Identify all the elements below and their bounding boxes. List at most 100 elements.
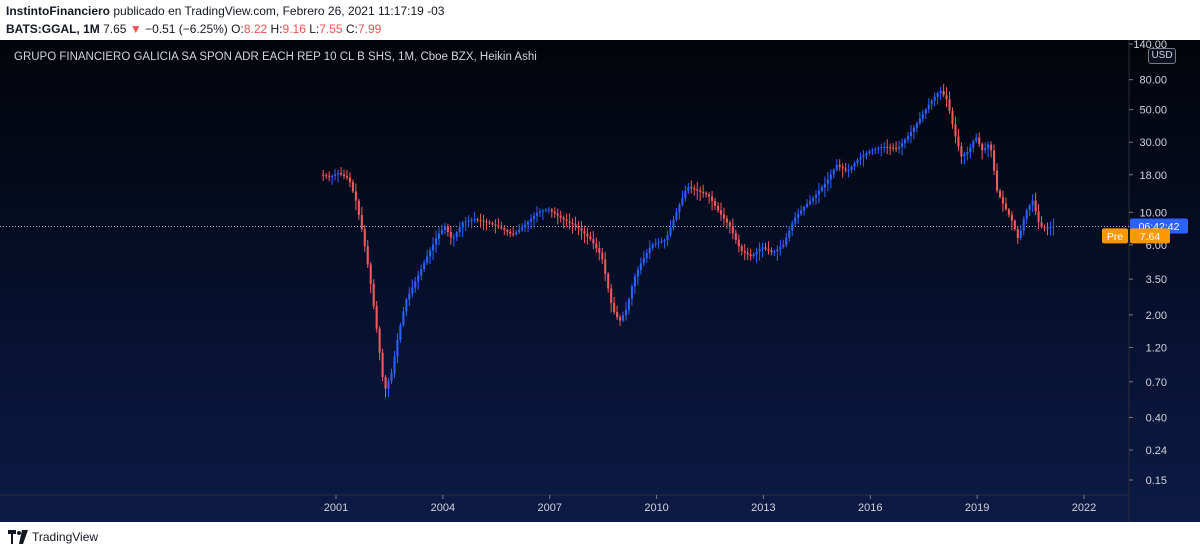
candle-body [562, 217, 565, 220]
candle-body [912, 127, 915, 132]
candle-body [725, 218, 728, 223]
publication-header: InstintoFinanciero publicado en TradingV… [0, 0, 1200, 40]
candle-body [788, 230, 791, 238]
candle-body [390, 373, 393, 381]
candle-body [951, 110, 954, 125]
candle-body [494, 224, 497, 226]
tradingview-logo-icon [8, 530, 28, 544]
candle-body [384, 377, 387, 389]
candle-body [423, 262, 426, 270]
candle-body [770, 250, 773, 253]
candle-body [847, 169, 850, 171]
candle-body [969, 147, 972, 153]
candle-body [518, 229, 521, 233]
candle-body [699, 190, 702, 192]
candle-body [443, 226, 446, 231]
candle-body [503, 228, 506, 231]
candle-body [865, 153, 868, 156]
footer: TradingView [0, 522, 1200, 553]
close-value: 7.99 [357, 22, 382, 36]
candle-body [387, 380, 390, 389]
candle-body [627, 298, 631, 310]
y-tick-label: 1.20 [1146, 342, 1167, 354]
candle-body [791, 223, 794, 231]
candle-body [619, 317, 622, 321]
pre-market-price: 7.64 [1140, 231, 1161, 243]
candle-body [797, 213, 800, 218]
candle-body [684, 190, 687, 198]
candle-body [598, 248, 601, 253]
author-name[interactable]: InstintoFinanciero [6, 4, 111, 18]
low-value: 7.55 [319, 22, 343, 36]
candle-body [509, 231, 512, 234]
candle-body [440, 230, 444, 234]
candle-body [767, 248, 770, 251]
candle-body [702, 191, 705, 194]
candle-body [437, 233, 441, 239]
candle-body [1007, 209, 1010, 215]
chart-area[interactable]: 140.00 80.00 50.00 30.00 18.00 10.00 6.00 3.50 2… [0, 40, 1200, 522]
candle-body [449, 231, 452, 238]
candle-body [331, 175, 334, 177]
symbol-label: BATS:GGAL, 1M [6, 22, 100, 36]
candle-body [945, 95, 948, 100]
candle-body [366, 246, 369, 265]
candle-body [322, 174, 325, 176]
candle-body [966, 152, 969, 155]
chart-title: GRUPO FINANCIERO GALICIA SA SPON ADR EAC… [14, 51, 537, 63]
x-tick-label: 2019 [965, 502, 989, 514]
y-tick-label: 18.00 [1139, 170, 1167, 182]
x-tick-label: 2013 [751, 502, 775, 514]
candle-body [892, 147, 895, 149]
price-chart[interactable]: 140.0080.0050.0030.0018.0010.006.003.502… [0, 40, 1200, 522]
currency-badge[interactable]: USD [1148, 48, 1176, 64]
pre-market-tag-label: Pre [1107, 231, 1124, 243]
candle-body [348, 177, 351, 183]
x-tick-label: 2004 [431, 502, 455, 514]
y-tick-label: 3.50 [1146, 274, 1167, 286]
candle-body [524, 224, 527, 228]
candle-body [325, 175, 328, 177]
candle-body [345, 176, 349, 178]
candle-body [859, 157, 862, 160]
close-label: C: [345, 22, 358, 36]
candle-body [532, 215, 536, 219]
candle-body [758, 249, 761, 252]
candle-body [960, 146, 963, 157]
y-tick-label: 0.24 [1146, 445, 1167, 457]
candle-body [337, 173, 340, 175]
candle-body [939, 90, 942, 94]
candle-body [1046, 227, 1049, 229]
candle-body [764, 247, 767, 249]
open-label: O: [231, 22, 244, 36]
candle-body [399, 325, 402, 340]
candle-body [901, 143, 904, 147]
candle-body [957, 136, 960, 147]
x-tick-label: 2022 [1072, 502, 1096, 514]
candle-body [719, 210, 723, 215]
footer-brand: TradingView [32, 530, 99, 544]
candle-body [755, 251, 758, 255]
candle-body [648, 247, 651, 253]
candle-body [948, 99, 951, 111]
candle-body [1013, 220, 1016, 230]
last-price: 7.65 [103, 22, 127, 36]
candle-body [672, 219, 675, 228]
y-tick-label: 140.00 [1133, 40, 1167, 51]
candle-body [541, 210, 544, 212]
y-tick-label: 10.00 [1139, 207, 1167, 219]
candle-body [898, 146, 901, 149]
candle-body [889, 147, 892, 149]
publication-info: publicado en TradingView.com, Febrero 26… [113, 4, 445, 18]
candle-body [666, 235, 669, 241]
candle-body [675, 212, 678, 220]
candle-body [553, 211, 556, 214]
candle-body [414, 281, 417, 288]
candle-body [500, 226, 503, 229]
candle-body [405, 299, 408, 312]
candle-body [817, 191, 820, 195]
x-tick-label: 2016 [858, 502, 882, 514]
candle-body [978, 137, 981, 144]
y-tick-label: 0.70 [1146, 377, 1167, 389]
candle-body [1040, 222, 1043, 227]
